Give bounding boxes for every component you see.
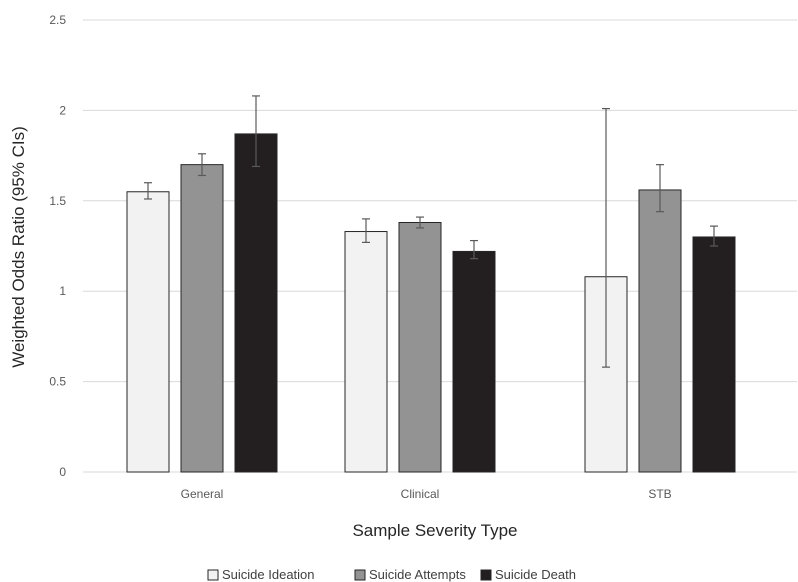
legend-item: Suicide Attempts [354,567,466,582]
bar-suicide-ideation-general [126,191,170,473]
legend-label: Suicide Ideation [222,567,315,582]
error-bar [470,239,478,260]
bar-suicide-death-stb [692,236,736,473]
legend-swatch [207,569,219,581]
legend-item: Suicide Ideation [207,567,315,582]
x-axis-tick-labels: General Clinical STB [181,487,672,501]
bar-suicide-attempts-stb [638,189,682,473]
legend-swatch [480,569,492,581]
error-bar [198,153,206,177]
error-bars [144,95,718,368]
y-tick-label: 1.5 [49,194,66,208]
legend: Suicide Ideation Suicide Attempts Suicide … [207,567,576,582]
legend-item: Suicide Death [480,567,576,582]
x-axis-title: Sample Severity Type [352,521,517,540]
y-tick-label: 2.5 [49,13,66,27]
y-axis-tick-labels: 0 0.5 1 1.5 2 2.5 [49,13,66,479]
legend-swatch [354,569,366,581]
bar-suicide-ideation-clinical [344,231,388,473]
y-axis-title: Weighted Odds Ratio (95% CIs) [9,126,28,368]
bar-suicide-attempts-clinical [398,221,442,473]
error-bar [252,95,260,168]
error-bar [710,225,718,247]
error-bar [144,182,152,200]
y-tick-label: 0.5 [49,375,66,389]
legend-label: Suicide Attempts [369,567,466,582]
error-bar [656,164,664,213]
y-tick-label: 0 [59,465,66,479]
bars [126,133,736,473]
y-tick-label: 2 [59,103,66,117]
y-tick-label: 1 [59,284,66,298]
bar-suicide-death-general [234,133,278,473]
bar-suicide-death-clinical [452,250,496,473]
x-tick-label: Clinical [401,487,440,501]
error-bar [362,218,370,243]
bar-suicide-attempts-general [180,164,224,473]
x-tick-label: General [181,487,224,501]
x-tick-label: STB [648,487,671,501]
error-bar [416,216,424,229]
legend-label: Suicide Death [495,567,576,582]
error-bar [602,107,610,368]
